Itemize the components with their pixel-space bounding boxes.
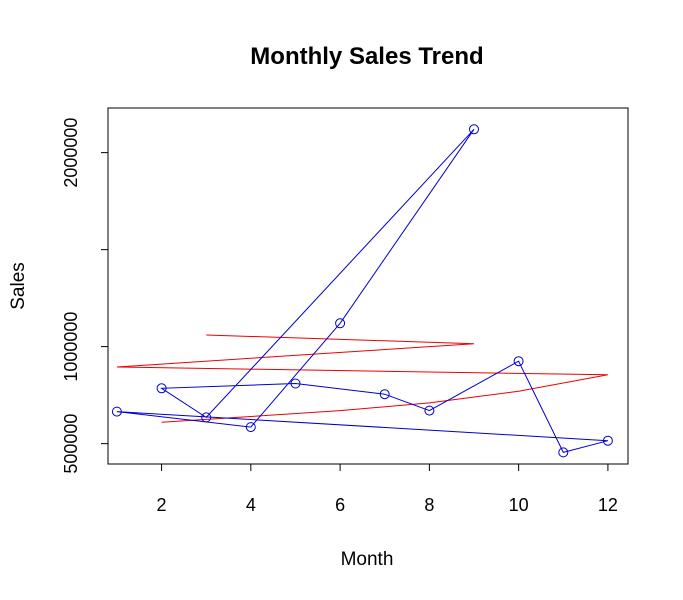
data-point xyxy=(290,378,301,389)
x-tick-label: 6 xyxy=(335,495,345,515)
data-point xyxy=(201,412,212,423)
y-axis-label: Sales xyxy=(8,262,29,310)
data-point xyxy=(245,422,256,433)
data-point xyxy=(424,405,435,416)
x-tick-label: 10 xyxy=(509,495,529,515)
x-axis-label: Month xyxy=(341,549,394,570)
x-tick-label: 8 xyxy=(424,495,434,515)
x-tick-label: 4 xyxy=(246,495,256,515)
data-point xyxy=(602,435,613,446)
y-tick-label: 1000000 xyxy=(61,312,81,382)
y-tick-label: 2000000 xyxy=(61,118,81,188)
series-layer xyxy=(111,124,613,458)
series-line-0 xyxy=(116,128,609,453)
chart-title: Monthly Sales Trend xyxy=(250,43,483,70)
data-point xyxy=(156,383,167,394)
y-tick-label: 500000 xyxy=(61,414,81,474)
data-point xyxy=(558,447,569,458)
data-point xyxy=(379,389,390,400)
data-point xyxy=(469,124,479,135)
data-point xyxy=(111,406,122,417)
y-axis: 500000 1000000 2000000 xyxy=(61,118,109,474)
data-point xyxy=(335,318,346,329)
data-point xyxy=(513,356,524,367)
x-axis: 2 4 6 8 10 12 xyxy=(157,463,618,515)
x-tick-label: 2 xyxy=(157,495,167,515)
x-tick-label: 12 xyxy=(598,495,618,515)
series-line-1 xyxy=(116,334,608,423)
plot-frame xyxy=(107,107,629,465)
